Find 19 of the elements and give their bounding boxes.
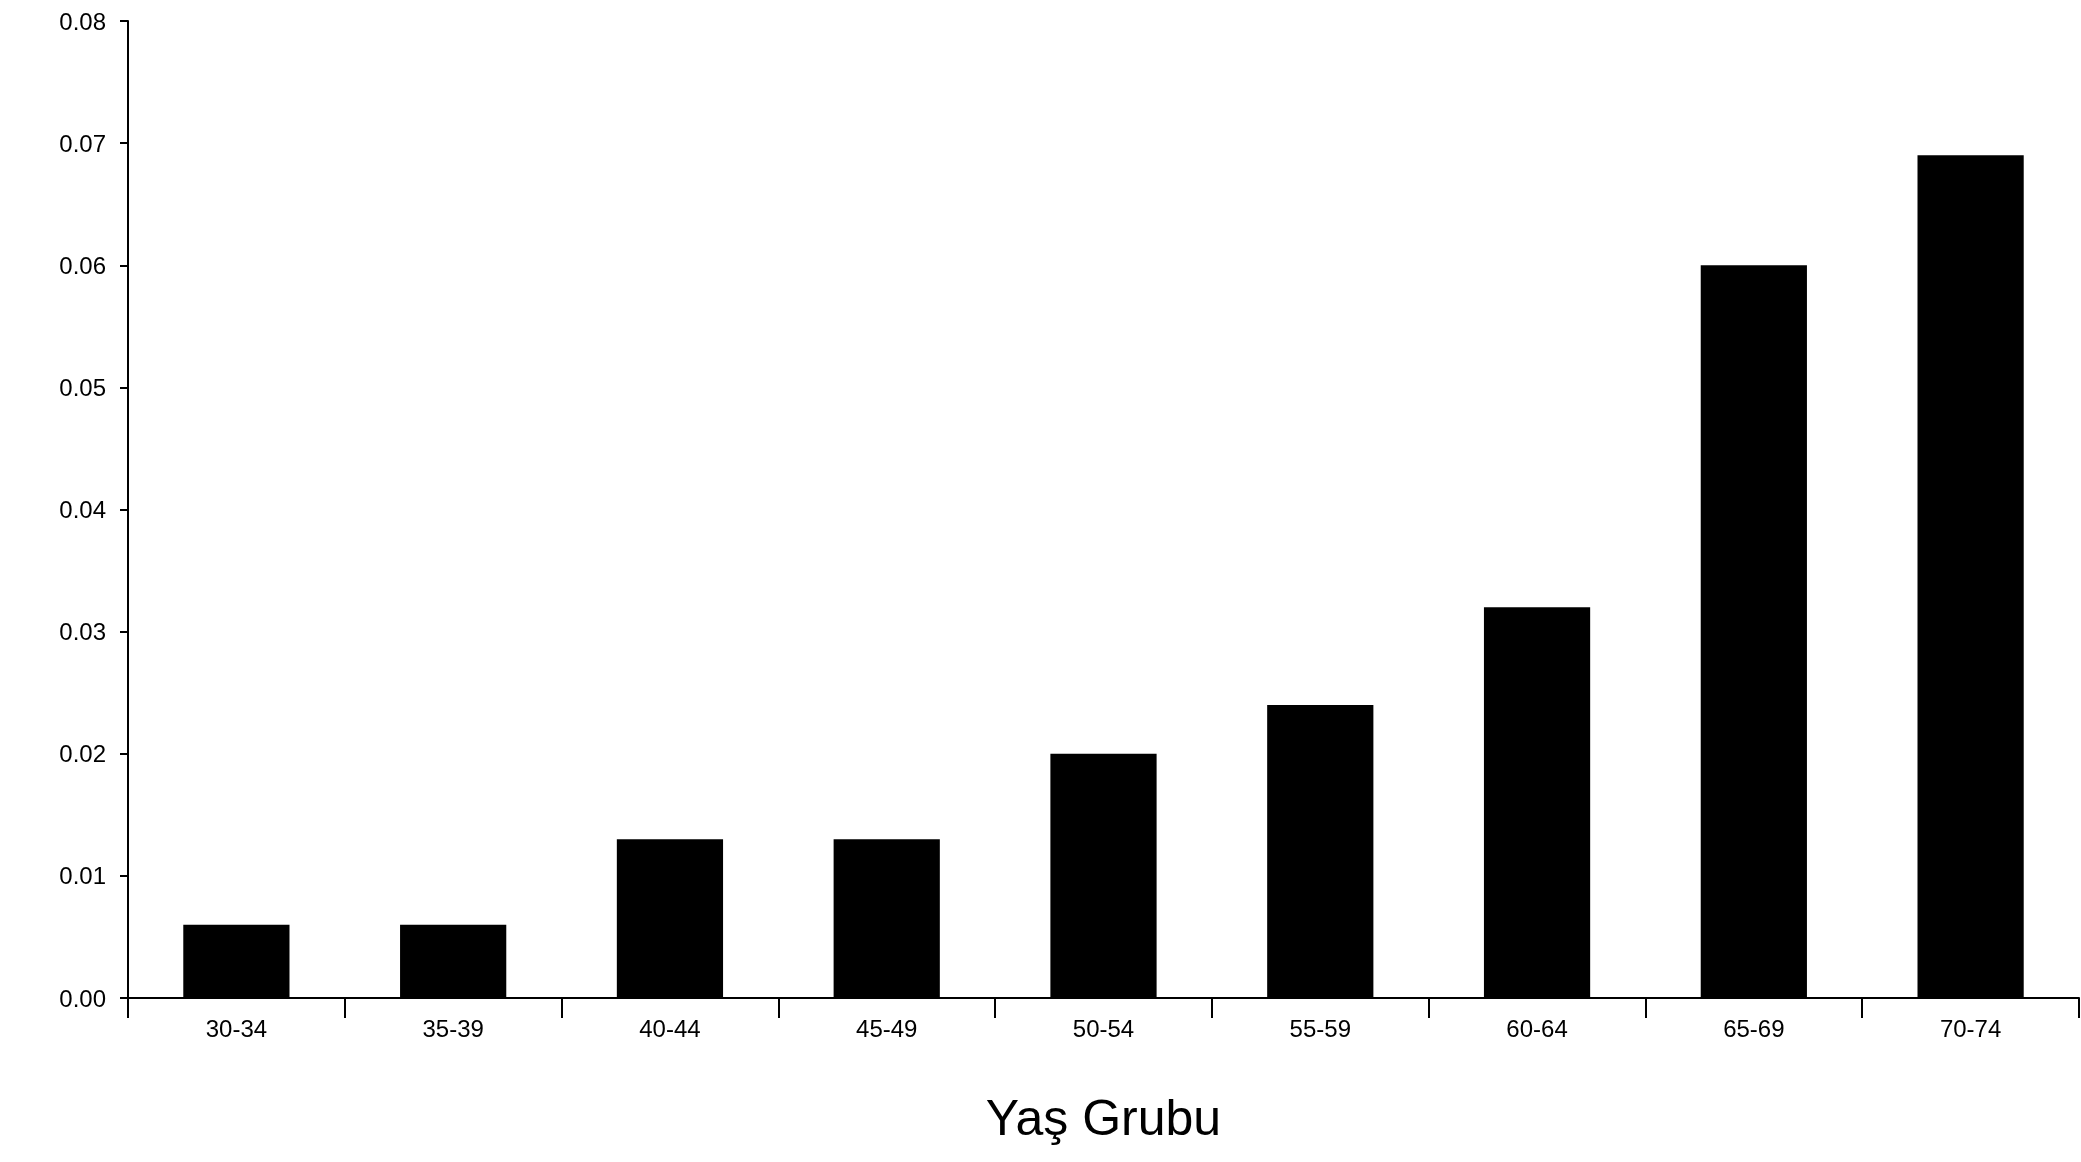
y-tick-label: 0.03 [59, 618, 106, 646]
y-tick-label: 0.04 [59, 496, 106, 523]
y-tick-label: 0.05 [59, 373, 106, 401]
x-tick-label: 60-64 [1506, 1014, 1568, 1042]
y-tick-label: 0.01 [59, 862, 106, 890]
y-tick-label: 0.08 [59, 7, 106, 35]
y-tick-label: 0.06 [59, 251, 106, 279]
y-tick-label: 0.02 [59, 740, 106, 768]
x-tick-label: 35-39 [422, 1014, 484, 1042]
x-tick-label: 45-49 [856, 1014, 918, 1042]
y-tick-label: 0.07 [59, 129, 106, 157]
x-tick-label: 50-54 [1072, 1014, 1135, 1042]
x-tick-label: 30-34 [205, 1014, 268, 1042]
x-axis-title: Yaş Grubu [985, 1090, 1222, 1146]
x-tick-label: 55-59 [1289, 1014, 1351, 1042]
x-tick-label: 70-74 [1939, 1014, 2002, 1042]
x-tick-label: 40-44 [639, 1014, 701, 1042]
y-tick-label: 0.00 [59, 984, 106, 1012]
x-tick-label: 65-69 [1723, 1014, 1785, 1042]
